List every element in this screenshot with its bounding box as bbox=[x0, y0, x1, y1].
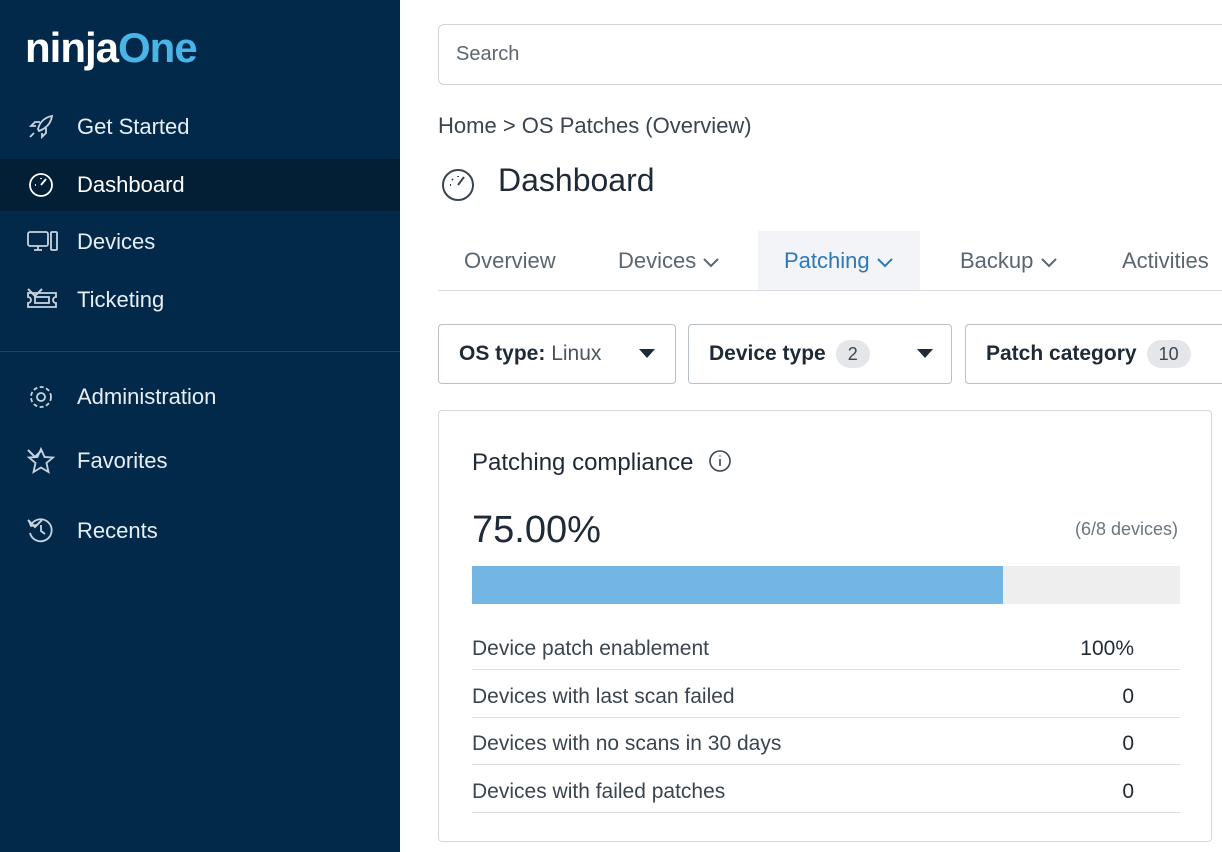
card-title-text: Patching compliance bbox=[472, 449, 694, 476]
filter-label: OS type: bbox=[459, 342, 546, 365]
page-title: Dashboard bbox=[498, 162, 655, 198]
rocket-icon bbox=[28, 114, 54, 140]
tab[interactable]: Devices bbox=[592, 231, 746, 291]
nav-label: Recents bbox=[77, 518, 158, 543]
progress-fill bbox=[472, 566, 1003, 604]
breadcrumb-link[interactable]: Home bbox=[438, 113, 497, 138]
tab-label: Activities bbox=[1122, 248, 1209, 273]
filter-dropdown[interactable]: Device type 2 bbox=[688, 324, 952, 384]
chevron bbox=[1040, 258, 1057, 268]
nav-item[interactable]: Administration bbox=[0, 371, 400, 423]
logo-text: One bbox=[118, 24, 198, 71]
metric-label: Device patch enablement bbox=[472, 637, 709, 660]
metric-row: Devices with failed patches 0 bbox=[472, 766, 1180, 813]
metric-row: Devices with no scans in 30 days 0 bbox=[472, 718, 1180, 765]
metric-row: Devices with last scan failed 0 bbox=[472, 671, 1180, 718]
filter-dropdown[interactable]: OS type: Linux bbox=[438, 324, 676, 384]
nav-label: Get Started bbox=[77, 114, 190, 139]
chevron bbox=[877, 258, 893, 268]
info-icon[interactable] bbox=[708, 449, 732, 473]
chevron bbox=[27, 449, 43, 459]
nav-label: Administration bbox=[77, 384, 217, 409]
filter-label: Patch category bbox=[986, 342, 1137, 365]
devices-icon bbox=[27, 231, 58, 251]
nav-label: Ticketing bbox=[77, 287, 165, 312]
progress-track bbox=[472, 566, 1180, 604]
dashboard-icon bbox=[442, 169, 474, 201]
ticket-icon bbox=[27, 292, 57, 308]
compliance-card: Patching compliance 75.00% (6/8 devices)… bbox=[438, 410, 1212, 842]
metric-label: Devices with last scan failed bbox=[472, 684, 735, 708]
tab[interactable]: Activities bbox=[1096, 231, 1222, 291]
nav-item[interactable]: Get Started bbox=[0, 101, 400, 153]
logo-text: ninja bbox=[25, 24, 119, 71]
metric-row: Device patch enablement 100% bbox=[472, 623, 1180, 670]
main: Search Home > OS Patches (Overview) Dash… bbox=[400, 0, 1222, 852]
tab[interactable]: Patching bbox=[758, 231, 920, 291]
tab-label: Devices bbox=[618, 248, 697, 273]
filter-count: 10 bbox=[1146, 340, 1191, 368]
filter-label: Device type bbox=[709, 342, 826, 365]
search-input[interactable]: Search bbox=[438, 24, 1222, 85]
star-icon bbox=[26, 447, 56, 474]
tab-label: Overview bbox=[464, 248, 556, 273]
nav-item[interactable]: Devices bbox=[0, 216, 400, 268]
caret bbox=[639, 349, 655, 358]
nav-label: Devices bbox=[77, 229, 156, 254]
chevron bbox=[27, 519, 43, 529]
caret bbox=[917, 349, 933, 358]
metric-value: 0 bbox=[1122, 732, 1134, 755]
card-title: Patching compliance bbox=[472, 449, 732, 477]
metric-value: 0 bbox=[1122, 684, 1134, 708]
chevron bbox=[27, 288, 43, 298]
dashboard-icon bbox=[29, 173, 53, 197]
breadcrumb-separator: > bbox=[502, 113, 516, 138]
compliance-percent: 75.00% bbox=[472, 509, 601, 551]
divider bbox=[0, 351, 400, 352]
nav-label: Dashboard bbox=[77, 172, 185, 197]
sidebar: ninjaOne Get Started Dashboard Devices T… bbox=[0, 0, 400, 852]
chevron bbox=[703, 258, 720, 268]
breadcrumb: Home > OS Patches (Overview) bbox=[438, 113, 752, 139]
tab-label: Patching bbox=[784, 248, 870, 273]
tab-divider bbox=[438, 290, 1222, 291]
metric-value: 100% bbox=[1080, 637, 1134, 660]
nav-item[interactable]: Favorites bbox=[0, 435, 400, 487]
device-count: (6/8 devices) bbox=[1074, 519, 1178, 539]
nav-label: Favorites bbox=[77, 448, 168, 473]
nav-item[interactable]: Recents bbox=[0, 505, 400, 557]
nav-item[interactable]: Dashboard bbox=[0, 159, 400, 211]
tab[interactable]: Overview bbox=[438, 231, 582, 291]
breadcrumb-current: OS Patches (Overview) bbox=[521, 113, 752, 138]
filter-value: Linux bbox=[551, 342, 602, 365]
tab[interactable]: Backup bbox=[934, 231, 1084, 291]
filter-dropdown[interactable]: Patch category 10 bbox=[965, 324, 1222, 384]
logo[interactable]: ninjaOne bbox=[25, 24, 198, 72]
nav-item[interactable]: Ticketing bbox=[0, 274, 400, 326]
gear-icon bbox=[30, 386, 52, 408]
metric-label: Devices with failed patches bbox=[472, 779, 726, 803]
metric-label: Devices with no scans in 30 days bbox=[472, 732, 782, 755]
filter-count: 2 bbox=[835, 340, 870, 368]
tab-label: Backup bbox=[960, 248, 1034, 273]
metric-value: 0 bbox=[1122, 779, 1134, 803]
